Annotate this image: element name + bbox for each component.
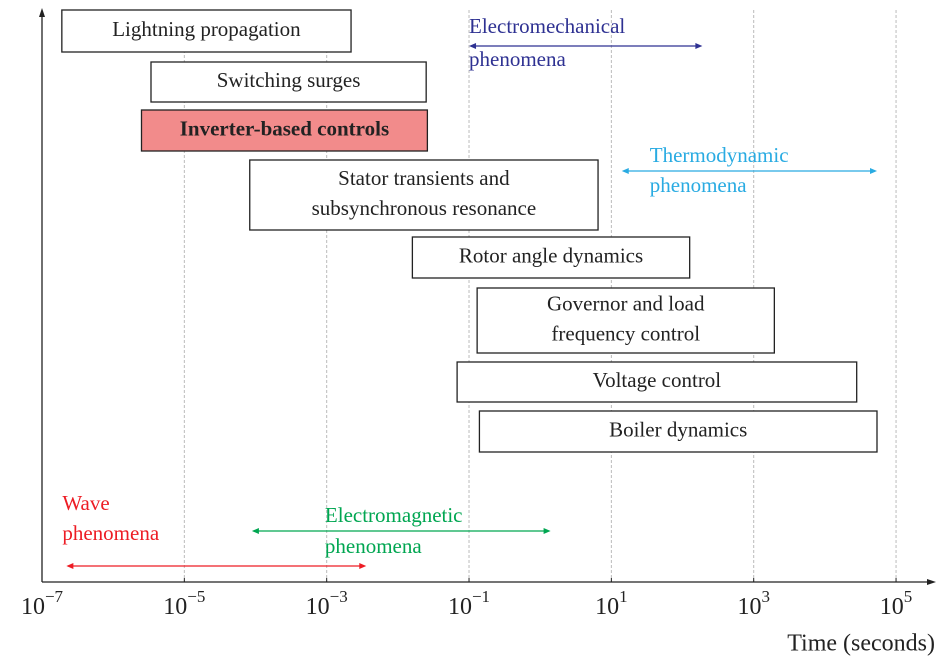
tick-exponent: −7 bbox=[45, 587, 64, 606]
tick-base: 10 bbox=[737, 594, 761, 620]
box-label: Stator transients and bbox=[338, 166, 510, 190]
range-box bbox=[456, 361, 858, 403]
range-label: Electromechanical bbox=[469, 14, 625, 38]
box-label: Boiler dynamics bbox=[609, 417, 747, 441]
x-tick-label: 101 bbox=[595, 587, 628, 620]
box-label: Governor and load bbox=[547, 291, 705, 315]
box-label: frequency control bbox=[551, 321, 700, 345]
range-box bbox=[61, 9, 352, 53]
range-label: phenomena bbox=[469, 47, 566, 71]
range-box bbox=[150, 61, 427, 103]
range-label: Thermodynamic bbox=[650, 143, 789, 167]
box-label: Lightning propagation bbox=[112, 17, 301, 41]
box-label: Rotor angle dynamics bbox=[459, 243, 643, 267]
x-tick-label: 10−1 bbox=[448, 587, 490, 620]
arrow-head bbox=[543, 528, 551, 534]
tick-base: 10 bbox=[306, 594, 330, 620]
arrow-head bbox=[621, 168, 629, 174]
range-label: phenomena bbox=[650, 173, 747, 197]
tick-exponent: −1 bbox=[472, 587, 490, 606]
tick-exponent: 5 bbox=[904, 587, 913, 606]
box-label: subsynchronous resonance bbox=[312, 196, 537, 220]
box-label: Inverter-based controls bbox=[180, 116, 389, 140]
x-tick-label: 105 bbox=[880, 587, 913, 620]
tick-exponent: 1 bbox=[619, 587, 628, 606]
arrow-head bbox=[869, 168, 877, 174]
range-box bbox=[476, 287, 775, 354]
arrow-head bbox=[469, 43, 477, 49]
tick-base: 10 bbox=[880, 594, 904, 620]
range-box bbox=[249, 159, 599, 231]
x-tick-label: 103 bbox=[737, 587, 770, 620]
arrow-head bbox=[359, 563, 367, 569]
tick-base: 10 bbox=[448, 594, 472, 620]
y-axis-arrow bbox=[39, 8, 45, 17]
x-tick-label: 10−5 bbox=[163, 587, 205, 620]
range-label: phenomena bbox=[62, 521, 159, 545]
arrow-head bbox=[695, 43, 703, 49]
range-label: Wave bbox=[62, 491, 109, 515]
box-label: Switching surges bbox=[217, 68, 361, 92]
tick-base: 10 bbox=[163, 594, 187, 620]
arrow-head bbox=[66, 563, 74, 569]
box-label: Voltage control bbox=[593, 368, 722, 392]
range-box bbox=[478, 410, 878, 453]
range-box bbox=[140, 109, 429, 152]
range-label: Electromagnetic bbox=[325, 503, 463, 527]
x-tick-label: 10−3 bbox=[306, 587, 348, 620]
tick-exponent: −3 bbox=[330, 587, 348, 606]
arrow-head bbox=[251, 528, 259, 534]
x-axis-arrow bbox=[927, 579, 936, 585]
tick-base: 10 bbox=[595, 594, 619, 620]
range-box bbox=[411, 236, 691, 279]
x-tick-label: 10−7 bbox=[21, 587, 64, 620]
tick-base: 10 bbox=[21, 594, 45, 620]
x-axis-label: Time (seconds) bbox=[787, 631, 935, 657]
range-label: phenomena bbox=[325, 534, 422, 558]
tick-exponent: 3 bbox=[761, 587, 770, 606]
tick-exponent: −5 bbox=[187, 587, 205, 606]
